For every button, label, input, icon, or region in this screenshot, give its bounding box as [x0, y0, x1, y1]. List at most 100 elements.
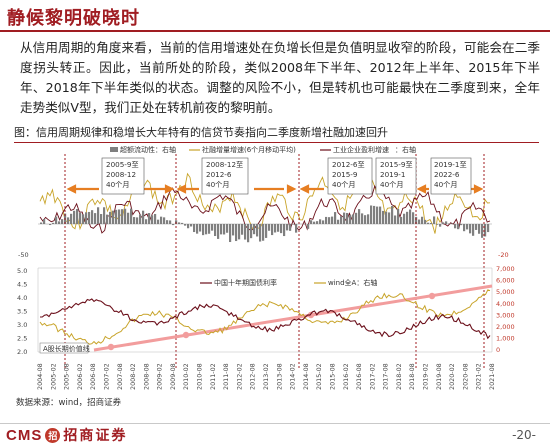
wind-all-a-line — [39, 289, 491, 345]
annotation-box — [375, 157, 417, 195]
trendline-label-box — [39, 342, 89, 354]
liquidity-bar — [232, 224, 235, 236]
liquidity-bar — [418, 219, 421, 224]
annotation-box — [101, 157, 145, 195]
right-axis-tick: 7,000 — [496, 265, 515, 273]
liquidity-bar — [181, 222, 184, 224]
liquidity-bar — [241, 224, 244, 235]
liquidity-bar — [145, 219, 148, 224]
liquidity-bar — [52, 222, 55, 224]
liquidity-bar — [388, 212, 391, 224]
page-number: -20- — [512, 428, 536, 442]
liquidity-bar — [136, 217, 139, 224]
legend-label: wind全A：右轴 — [328, 278, 377, 287]
liquidity-bar — [376, 206, 379, 224]
x-axis-tick: 2016-08 — [355, 363, 363, 390]
liquidity-bar — [67, 217, 70, 224]
liquidity-bar — [313, 221, 316, 224]
top-panel: -50 -20 — [18, 172, 509, 259]
body-paragraph: 从信用周期的角度来看，当前的信用增速处在负增长但是负值明显收窄的阶段，可能会在二… — [20, 40, 540, 115]
x-axis-tick: 2011-02 — [209, 363, 217, 390]
liquidity-bar — [193, 224, 196, 233]
annotation-box — [430, 157, 472, 195]
liquidity-bar — [208, 224, 211, 234]
liquidity-bar — [421, 216, 424, 224]
left-axis-tick: -50 — [18, 251, 29, 259]
liquidity-bar — [40, 222, 43, 224]
liquidity-bar — [265, 224, 268, 238]
liquidity-bar — [250, 224, 253, 239]
bottom-panel: 中国十年期国债利率 wind全A：右轴 A股长期价值线 5.0 4.5 4.0 3.5… — [17, 265, 515, 356]
x-axis-tick: 2021-02 — [475, 363, 483, 390]
arrow-left-icon — [299, 184, 310, 194]
liquidity-bar — [157, 219, 160, 224]
annotation-line: 2012-6至 — [332, 160, 365, 169]
liquidity-bar — [223, 224, 226, 235]
liquidity-bar — [283, 224, 286, 237]
legend-label: 工业企业盈利增速 — [333, 145, 389, 154]
liquidity-bar — [286, 224, 289, 231]
liquidity-bar — [424, 219, 427, 224]
liquidity-bar — [319, 219, 322, 224]
liquidity-bar — [196, 224, 199, 234]
liquidity-bar — [469, 224, 472, 234]
liquidity-bar — [460, 224, 463, 226]
right-axis-tick: 2,000 — [496, 323, 515, 331]
legend-label: 超额流动性：右轴 — [120, 145, 176, 154]
trendline-dot — [307, 311, 315, 319]
annotation-line: 2019-1 — [380, 170, 405, 179]
liquidity-bar — [160, 216, 163, 224]
x-axis-tick: 2015-08 — [328, 363, 336, 390]
figure-title-divider — [14, 142, 539, 143]
liquidity-bar — [406, 211, 409, 224]
liquidity-bar — [403, 213, 406, 224]
x-axis-tick: 2018-02 — [395, 363, 403, 390]
liquidity-bar — [442, 222, 445, 224]
liquidity-bar — [214, 224, 217, 237]
liquidity-bar — [43, 218, 46, 224]
liquidity-bar — [166, 220, 169, 224]
liquidity-bar — [94, 213, 97, 224]
arrow-left-icon — [416, 184, 427, 194]
liquidity-bar — [49, 224, 52, 226]
liquidity-bar — [280, 224, 283, 234]
liquidity-bar — [397, 208, 400, 224]
x-axis-tick: 2017-08 — [382, 363, 390, 390]
x-axis-tick: 2010-02 — [182, 363, 190, 390]
liquidity-bar — [484, 224, 487, 237]
liquidity-bar — [109, 211, 112, 224]
liquidity-bar — [451, 223, 454, 224]
liquidity-bar — [61, 219, 64, 224]
left-axis-tick: 4.0 — [17, 294, 27, 302]
liquidity-bar — [463, 224, 466, 232]
left-axis-tick: 2.5 — [17, 335, 27, 343]
liquidity-bar — [466, 224, 469, 230]
liquidity-bar — [100, 214, 103, 224]
liquidity-bar — [190, 224, 193, 227]
annotation-line: 2022-6 — [434, 170, 460, 179]
liquidity-bar — [271, 224, 274, 236]
liquidity-bar — [202, 224, 205, 236]
liquidity-bar — [346, 212, 349, 224]
right-axis-tick: -20 — [498, 251, 509, 259]
liquidity-bar — [292, 224, 295, 225]
arrow-right-icon — [286, 184, 297, 194]
long-term-value-trendline — [93, 284, 493, 352]
excess-liquidity-bars — [40, 205, 490, 243]
liquidity-bar — [385, 211, 388, 224]
logo-text: CMS — [6, 426, 43, 444]
liquidity-bar — [274, 224, 277, 233]
liquidity-bar — [436, 224, 439, 225]
liquidity-bar — [178, 222, 181, 224]
x-axis-tick: 2008-08 — [142, 363, 150, 390]
liquidity-bar — [211, 224, 214, 231]
right-axis-tick: 6,000 — [496, 277, 515, 285]
liquidity-bar — [106, 214, 109, 224]
liquidity-bar — [307, 224, 310, 229]
liquidity-bar — [55, 216, 58, 224]
x-axis-tick: 2010-08 — [196, 363, 204, 390]
bottom-right-axis: 7,000 6,000 5,000 4,000 3,000 2,000 1,000 0 — [496, 265, 515, 354]
left-axis-tick: 2.0 — [17, 348, 27, 356]
trendline-dot — [182, 331, 190, 339]
trendline-dot — [107, 343, 115, 351]
